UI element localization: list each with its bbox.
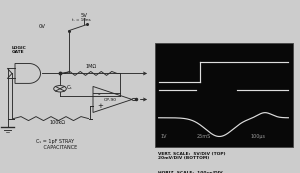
Text: LOGIC
GATE: LOGIC GATE	[12, 46, 27, 54]
Bar	[154, 43, 292, 147]
Text: 100kΩ: 100kΩ	[50, 120, 66, 125]
Text: 100μs: 100μs	[250, 134, 266, 139]
Text: Cₛ: Cₛ	[67, 85, 72, 90]
Text: +: +	[98, 103, 103, 109]
Text: OP-90: OP-90	[104, 98, 117, 102]
Text: 25mS: 25mS	[196, 134, 211, 139]
Text: tᵣ = 10ns: tᵣ = 10ns	[72, 18, 91, 22]
Text: VERT. SCALE:  5V/DIV (TOP)
20mV/DIV (BOTTOM): VERT. SCALE: 5V/DIV (TOP) 20mV/DIV (BOTT…	[158, 152, 225, 160]
Text: 1MΩ: 1MΩ	[86, 64, 97, 69]
Text: HORIZ. SCALE:  100μs/DIV: HORIZ. SCALE: 100μs/DIV	[158, 171, 222, 173]
Text: 0V: 0V	[39, 24, 46, 29]
Text: Cₛ = 1pF STRAY
     CAPACITANCE: Cₛ = 1pF STRAY CAPACITANCE	[36, 139, 77, 150]
Text: 5V: 5V	[80, 13, 88, 18]
Text: -: -	[98, 91, 100, 97]
Text: 1V: 1V	[160, 134, 167, 139]
